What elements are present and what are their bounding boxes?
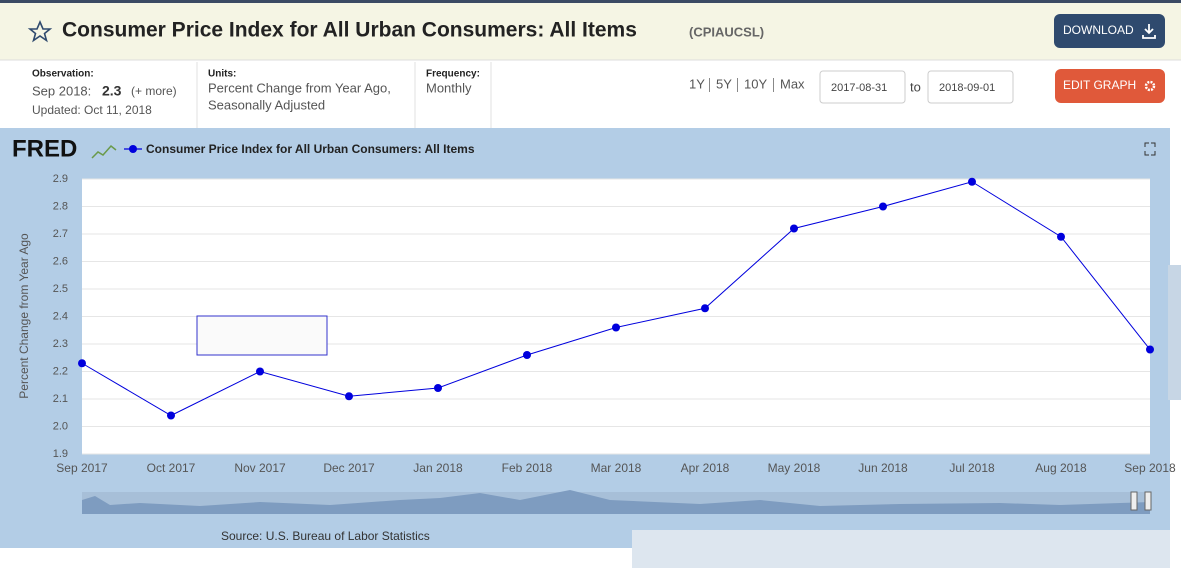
y-tick-label: 2.6 <box>53 255 68 267</box>
updated-date: Updated: Oct 11, 2018 <box>32 103 152 117</box>
edit-graph-label: EDIT GRAPH <box>1063 78 1136 92</box>
navigator-handle[interactable] <box>1130 491 1138 511</box>
download-button[interactable] <box>1054 14 1165 48</box>
x-tick-label: Sep 2018 <box>1124 461 1176 475</box>
page-title: Consumer Price Index for All Urban Consu… <box>62 19 637 42</box>
x-tick-label: Dec 2017 <box>323 461 375 475</box>
x-tick-label: Aug 2018 <box>1035 461 1087 475</box>
frequency-label: Frequency: <box>426 69 480 80</box>
fred-logo: FRED <box>12 135 77 162</box>
series-id: (CPIAUCSL) <box>689 24 764 39</box>
y-tick-label: 2.9 <box>53 173 68 185</box>
data-point <box>1146 345 1154 354</box>
x-tick-label: May 2018 <box>768 461 821 475</box>
start-date-input[interactable] <box>819 70 906 104</box>
data-point <box>790 224 798 233</box>
y-tick-label: 2.0 <box>53 420 68 432</box>
top-strip <box>0 0 1181 3</box>
data-point <box>612 323 620 332</box>
data-point <box>701 304 709 313</box>
y-tick-label: 1.9 <box>53 448 68 460</box>
header-band <box>0 0 1181 60</box>
x-tick-label: Feb 2018 <box>502 461 553 475</box>
data-point <box>78 359 86 368</box>
tooltip <box>196 315 328 356</box>
x-tick-label: Sep 2017 <box>56 461 108 475</box>
download-label: DOWNLOAD <box>1063 23 1134 37</box>
observation-value: 2.3 <box>102 83 122 99</box>
end-date: 2018-09-01 <box>939 82 995 94</box>
logo-icon <box>91 144 117 159</box>
units-label: Units: <box>208 69 236 80</box>
observation-date: Sep 2018: <box>32 83 91 98</box>
edit-graph-button[interactable] <box>1055 69 1165 103</box>
separator <box>773 78 774 92</box>
range-5y[interactable]: 5Y <box>716 76 732 91</box>
navigator-series <box>82 490 1150 514</box>
more-link[interactable]: (+ more) <box>131 84 177 98</box>
x-tick-label: Jul 2018 <box>949 461 995 475</box>
data-point <box>167 411 175 420</box>
x-tick-label: Jan 2018 <box>413 461 463 475</box>
y-tick-label: 2.1 <box>53 393 68 405</box>
x-tick-label: Nov 2017 <box>234 461 286 475</box>
data-point <box>523 351 531 359</box>
frequency-value: Monthly <box>426 80 472 95</box>
units-line2: Seasonally Adjusted <box>208 97 325 112</box>
y-tick-label: 2.3 <box>53 338 68 350</box>
download-icon <box>1142 24 1156 39</box>
start-date: 2017-08-31 <box>831 82 887 94</box>
data-point <box>434 384 442 392</box>
x-tick-label: Mar 2018 <box>591 461 642 475</box>
x-tick-label: Oct 2017 <box>147 461 196 475</box>
separator <box>709 78 710 92</box>
data-point <box>256 367 264 376</box>
data-point <box>968 177 976 186</box>
legend-marker <box>129 145 137 153</box>
y-tick-label: 2.2 <box>53 365 68 377</box>
range-1y[interactable]: 1Y <box>689 76 705 91</box>
x-tick-label: Apr 2018 <box>681 461 730 475</box>
legend-label: Consumer Price Index for All Urban Consu… <box>146 142 475 156</box>
data-point <box>1057 232 1065 241</box>
side-tab[interactable] <box>1168 265 1181 400</box>
source: Source: U.S. Bureau of Labor Statistics <box>221 529 430 543</box>
y-tick-label: 2.4 <box>53 310 68 322</box>
y-tick-label: 2.7 <box>53 228 68 240</box>
data-point <box>345 392 353 401</box>
y-axis-title: Percent Change from Year Ago <box>17 233 31 399</box>
gear-icon <box>1144 80 1156 92</box>
fullscreen-icon[interactable] <box>1144 142 1156 156</box>
data-point <box>879 202 887 211</box>
y-tick-label: 2.5 <box>53 283 68 295</box>
x-tick-label: Jun 2018 <box>858 461 908 475</box>
navigator-handle[interactable] <box>1144 491 1152 511</box>
panel-footer <box>632 530 1170 568</box>
range-max[interactable]: Max <box>780 76 805 91</box>
units-line1: Percent Change from Year Ago, <box>208 80 391 95</box>
y-tick-label: 2.8 <box>53 200 68 212</box>
observation-label: Observation: <box>32 69 94 80</box>
separator <box>737 78 738 92</box>
favorite-star[interactable] <box>27 19 53 43</box>
to-label: to <box>910 79 921 94</box>
range-10y[interactable]: 10Y <box>744 76 767 91</box>
end-date-input[interactable] <box>927 70 1014 104</box>
